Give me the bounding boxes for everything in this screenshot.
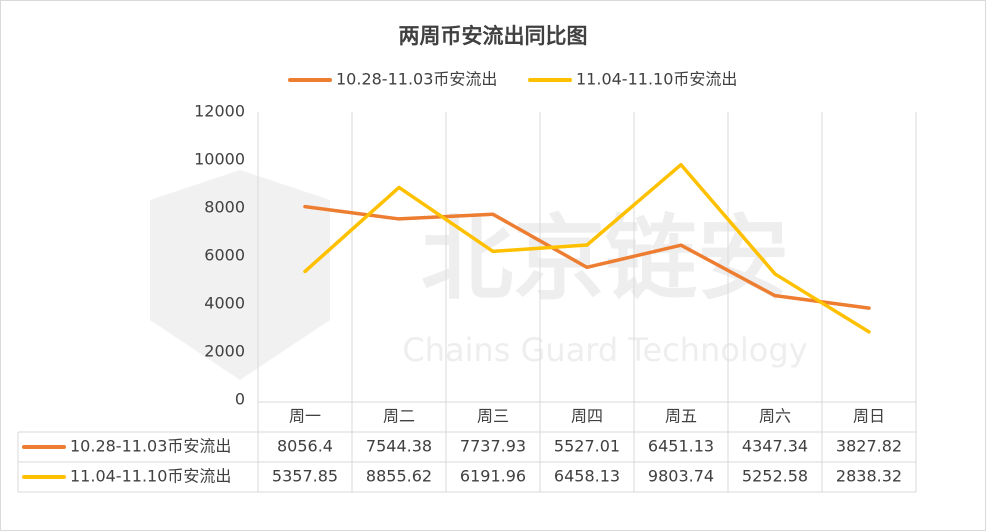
table-cell: 4347.34 bbox=[742, 437, 808, 456]
table-cell: 2838.32 bbox=[836, 467, 902, 486]
y-tick-label: 2000 bbox=[204, 342, 245, 361]
table-cell: 7544.38 bbox=[366, 437, 432, 456]
y-tick-label: 10000 bbox=[194, 150, 245, 169]
table-cell: 7737.93 bbox=[460, 437, 526, 456]
y-tick-label: 12000 bbox=[194, 102, 245, 121]
x-tick-label: 周六 bbox=[759, 407, 791, 426]
chart-title: 两周币安流出同比图 bbox=[399, 24, 588, 48]
x-tick-label: 周四 bbox=[571, 407, 603, 426]
table-cell: 9803.74 bbox=[648, 467, 714, 486]
table-cell: 5527.01 bbox=[554, 437, 620, 456]
table-cell: 5357.85 bbox=[272, 467, 338, 486]
x-tick-label: 周二 bbox=[383, 407, 415, 426]
legend-label: 10.28-11.03币安流出 bbox=[336, 70, 497, 89]
series-line bbox=[303, 204, 871, 310]
legend-label: 11.04-11.10币安流出 bbox=[576, 70, 737, 89]
x-tick-label: 周五 bbox=[665, 407, 697, 426]
table-row-label: 11.04-11.10币安流出 bbox=[70, 467, 231, 486]
table-row-label: 10.28-11.03币安流出 bbox=[70, 437, 231, 456]
table-cell: 8855.62 bbox=[366, 467, 432, 486]
y-tick-label: 6000 bbox=[204, 246, 245, 265]
watermark-shield bbox=[150, 170, 330, 380]
table-cell: 6451.13 bbox=[648, 437, 714, 456]
table-cell: 6458.13 bbox=[554, 467, 620, 486]
watermark bbox=[150, 170, 330, 380]
watermark-subtitle: Chains Guard Technology bbox=[402, 331, 807, 369]
x-tick-label: 周三 bbox=[477, 407, 509, 426]
series-line bbox=[303, 162, 871, 334]
x-tick-label: 周一 bbox=[289, 407, 321, 426]
table-cell: 8056.4 bbox=[277, 437, 333, 456]
watermark-text: 北京链安 bbox=[421, 205, 789, 312]
table-cell: 3827.82 bbox=[836, 437, 902, 456]
table-cell: 6191.96 bbox=[460, 467, 526, 486]
y-tick-label: 8000 bbox=[204, 198, 245, 217]
y-tick-label: 4000 bbox=[204, 294, 245, 313]
y-tick-label: 0 bbox=[235, 390, 245, 409]
table-cell: 5252.58 bbox=[742, 467, 808, 486]
x-tick-label: 周日 bbox=[853, 407, 885, 426]
